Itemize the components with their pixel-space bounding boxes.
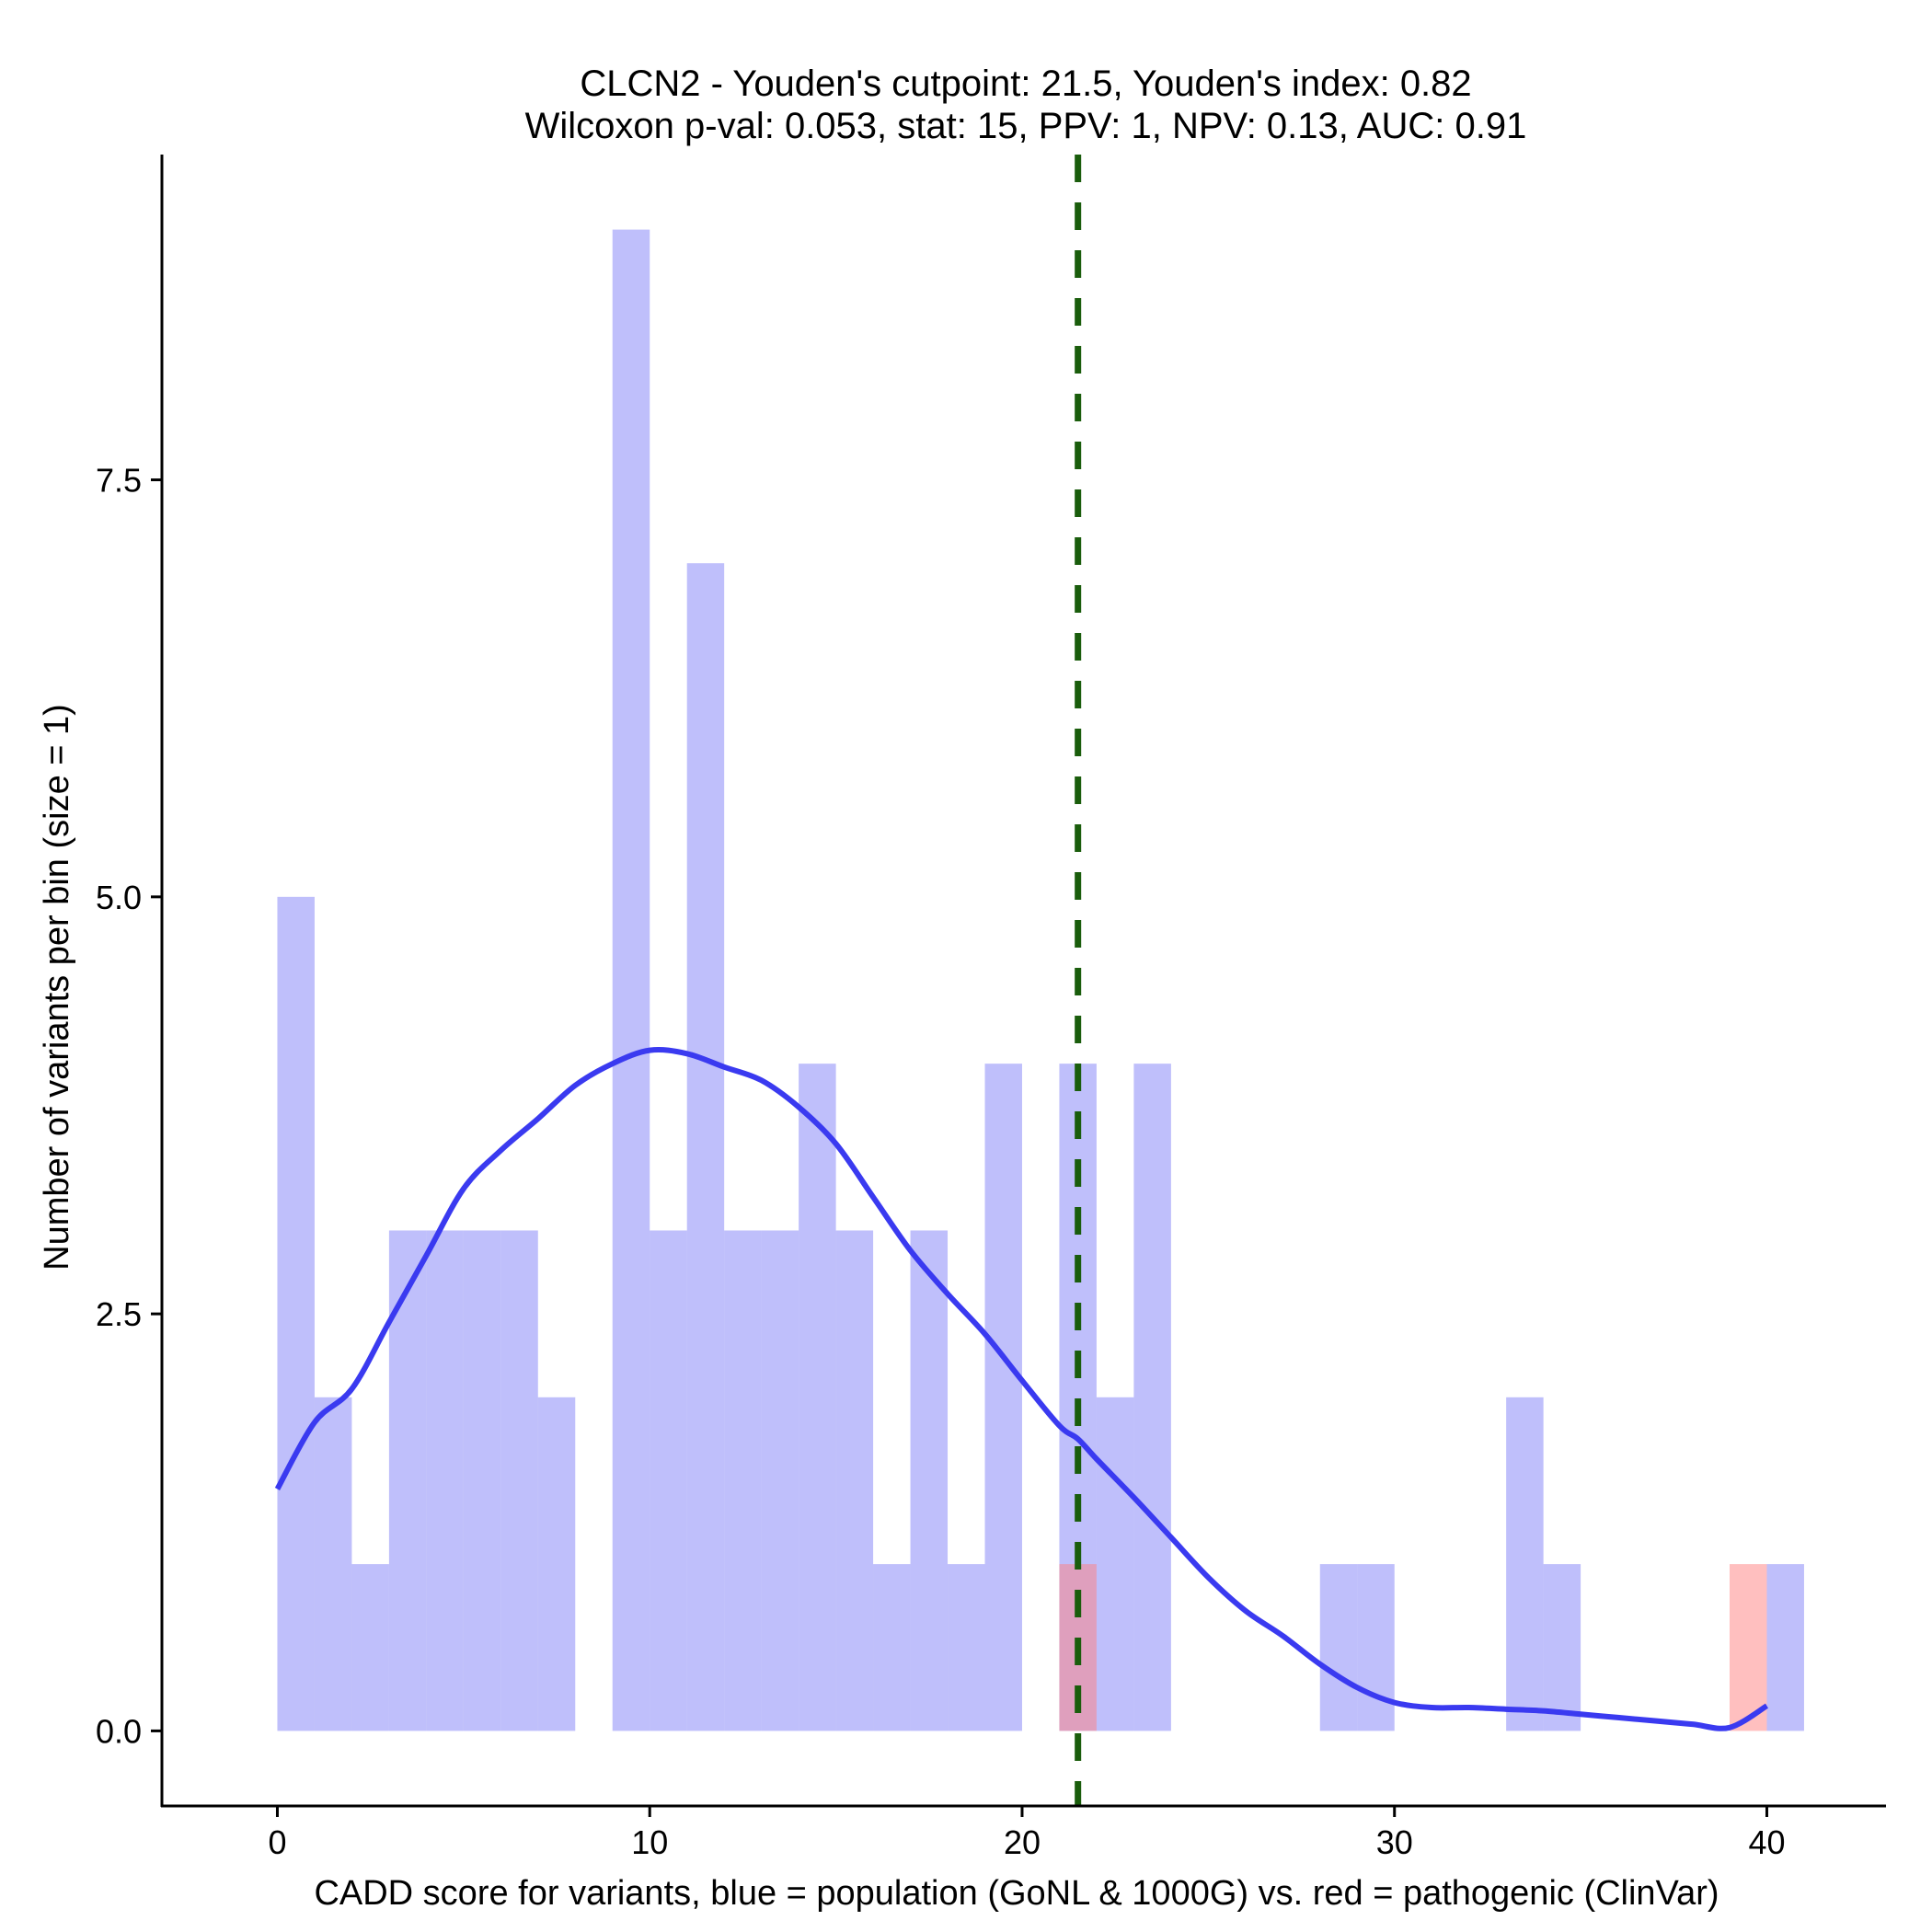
histogram-bars <box>277 229 1804 1731</box>
histogram-bar <box>910 1230 949 1731</box>
x-tick-label: 10 <box>631 1823 668 1861</box>
histogram-bar <box>1506 1397 1544 1731</box>
histogram-bar <box>277 896 315 1731</box>
x-axis-title: CADD score for variants, blue = populati… <box>314 1874 1719 1913</box>
y-axis-title: Number of variants per bin (size = 1) <box>38 704 76 1271</box>
histogram-bar <box>1730 1564 1767 1731</box>
histogram-bar <box>1133 1064 1171 1731</box>
histogram-bar <box>1319 1564 1358 1731</box>
histogram-bar <box>426 1230 464 1731</box>
histogram-bar <box>500 1230 538 1731</box>
x-tick-label: 0 <box>268 1823 286 1861</box>
y-tick-label: 2.5 <box>96 1295 142 1333</box>
y-tick-label: 7.5 <box>96 462 142 500</box>
chart-title-line-2: Wilcoxon p-val: 0.053, stat: 15, PPV: 1,… <box>525 106 1527 146</box>
histogram-bar <box>761 1230 799 1731</box>
y-tick-label: 5.0 <box>96 879 142 916</box>
histogram-bar <box>351 1564 389 1731</box>
histogram-bar <box>799 1064 836 1731</box>
chart-title: CLCN2 - Youden's cutpoint: 21.5, Youden'… <box>525 63 1527 146</box>
x-tick-label: 20 <box>1004 1823 1041 1861</box>
axes: 0 10 20 30 40 0.0 2.5 5.0 7.5 <box>96 155 1886 1861</box>
histogram-bar <box>463 1230 501 1731</box>
histogram-bar <box>1096 1397 1134 1731</box>
histogram-bar <box>612 229 650 1731</box>
histogram-bar <box>873 1564 911 1731</box>
density-curve <box>274 1047 1769 1731</box>
histogram-bar <box>1766 1564 1804 1731</box>
histogram-bar <box>984 1064 1022 1731</box>
chart-title-line-1: CLCN2 - Youden's cutpoint: 21.5, Youden'… <box>580 63 1471 104</box>
histogram-bar <box>650 1230 687 1731</box>
histogram-bar <box>537 1397 576 1731</box>
y-tick-label: 0.0 <box>96 1712 142 1750</box>
histogram-bar <box>835 1230 874 1731</box>
histogram-bar <box>1543 1564 1581 1731</box>
histogram-bar <box>686 563 725 1731</box>
series-population <box>277 229 1804 1731</box>
histogram-bar <box>314 1397 352 1731</box>
density-curve-layer <box>274 1047 1769 1731</box>
histogram-bar <box>1357 1564 1395 1731</box>
histogram-bar <box>388 1230 427 1731</box>
x-tick-label: 40 <box>1748 1823 1785 1861</box>
histogram-bar <box>948 1564 985 1731</box>
histogram-bar <box>724 1230 762 1731</box>
x-tick-label: 30 <box>1376 1823 1413 1861</box>
